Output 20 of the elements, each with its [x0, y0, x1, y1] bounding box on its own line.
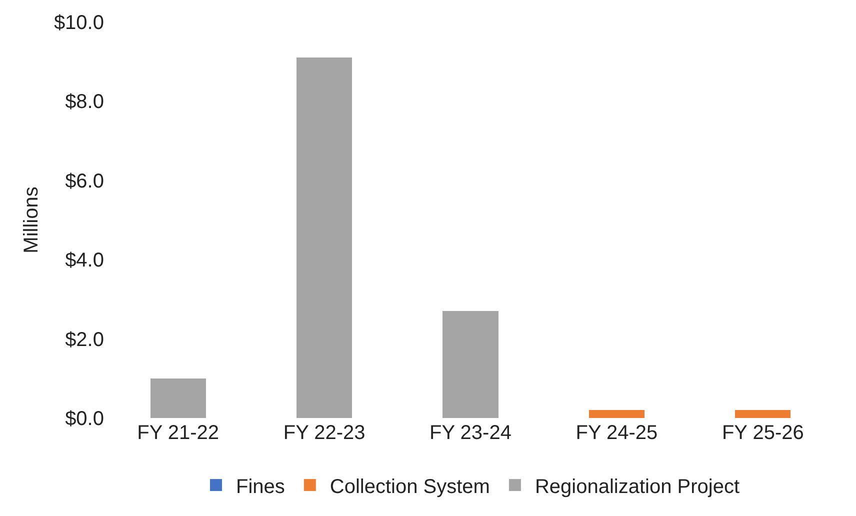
x-tick-label: FY 25-26	[722, 422, 804, 444]
y-tick-label: $4.0	[65, 250, 104, 272]
x-tick-label: FY 22-23	[283, 422, 366, 444]
legend-label: Regionalization Project	[534, 476, 740, 498]
y-tick-label: $6.0	[65, 170, 104, 192]
bar	[296, 58, 352, 418]
y-axis-title: Millions	[20, 186, 42, 254]
bar	[150, 378, 206, 418]
x-tick-label: FY 23-24	[430, 422, 512, 444]
bar	[442, 311, 498, 418]
x-tick-label: FY 21-22	[137, 422, 220, 444]
legend-label: Collection System	[330, 476, 490, 498]
x-tick-label: FY 24-25	[576, 422, 658, 444]
y-tick-label: $0.0	[65, 408, 104, 430]
legend-label: Fines	[236, 476, 285, 498]
bar	[735, 410, 791, 418]
y-tick-label: $2.0	[65, 328, 104, 351]
bar	[588, 410, 644, 418]
y-tick-label: $10.0	[54, 12, 104, 34]
y-tick-label: $8.0	[65, 91, 104, 114]
